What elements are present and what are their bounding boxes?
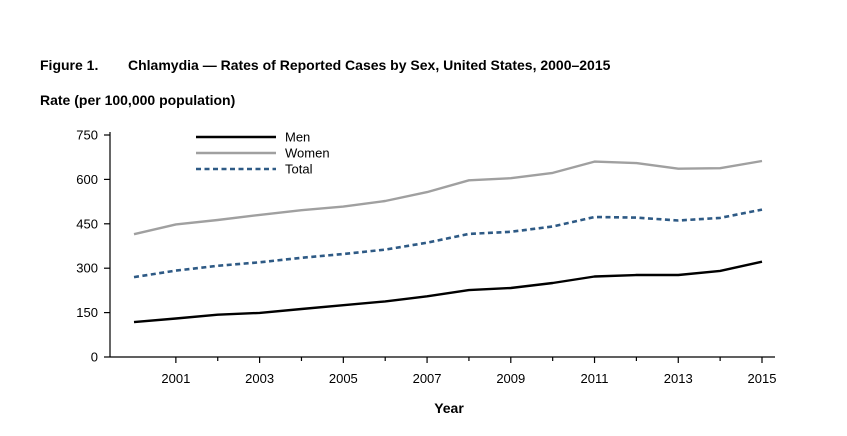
series-line-men [133,260,763,324]
series-line-women [133,159,763,236]
x-tick-label: 2011 [581,371,609,386]
y-tick-label: 600 [76,172,98,187]
figure-label: Figure 1. [40,57,98,73]
legend-label-total: Total [285,162,313,177]
x-tick-label: 2015 [748,371,777,386]
x-tick-label: 2001 [161,371,190,386]
legend-label-women: Women [285,146,330,161]
chart-title: Chlamydia — Rates of Reported Cases by S… [128,57,611,73]
y-tick-label: 750 [76,128,98,143]
x-ticks: 2001 2003 2005 2007 2009 2011 2013 2015 [161,357,776,386]
y-tick-label: 150 [76,305,98,320]
x-tick-label: 2005 [329,371,358,386]
x-tick-label: 2013 [664,371,693,386]
series-lines [133,159,763,324]
y-tick-label: 0 [91,350,98,365]
x-tick-label: 2003 [245,371,274,386]
x-axis-label: Year [434,400,464,416]
y-axis-label: Rate (per 100,000 population) [40,92,235,108]
series-line-total [133,208,763,279]
x-tick-label: 2007 [413,371,442,386]
y-tick-label: 450 [76,216,98,231]
y-tick-label: 300 [76,261,98,276]
y-ticks: 0 150 300 450 600 750 [76,128,110,365]
legend-label-men: Men [285,130,310,145]
x-tick-label: 2009 [496,371,525,386]
